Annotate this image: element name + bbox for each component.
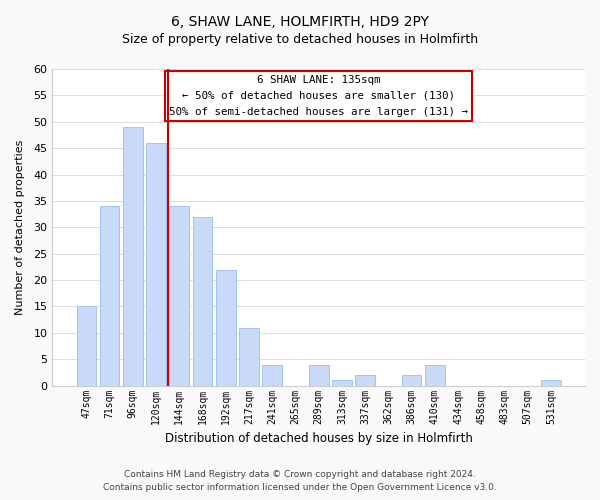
Y-axis label: Number of detached properties: Number of detached properties bbox=[15, 140, 25, 315]
Bar bbox=[262, 364, 282, 386]
Bar bbox=[146, 143, 166, 386]
Bar bbox=[123, 127, 143, 386]
Text: Contains HM Land Registry data © Crown copyright and database right 2024.
Contai: Contains HM Land Registry data © Crown c… bbox=[103, 470, 497, 492]
Bar bbox=[425, 364, 445, 386]
Bar bbox=[239, 328, 259, 386]
Bar bbox=[216, 270, 236, 386]
Bar bbox=[193, 217, 212, 386]
Bar bbox=[77, 306, 96, 386]
Text: 6 SHAW LANE: 135sqm
← 50% of detached houses are smaller (130)
50% of semi-detac: 6 SHAW LANE: 135sqm ← 50% of detached ho… bbox=[169, 76, 468, 116]
Text: 6, SHAW LANE, HOLMFIRTH, HD9 2PY: 6, SHAW LANE, HOLMFIRTH, HD9 2PY bbox=[171, 15, 429, 29]
Bar bbox=[309, 364, 329, 386]
Bar bbox=[332, 380, 352, 386]
Text: Size of property relative to detached houses in Holmfirth: Size of property relative to detached ho… bbox=[122, 32, 478, 46]
Bar bbox=[401, 375, 421, 386]
X-axis label: Distribution of detached houses by size in Holmfirth: Distribution of detached houses by size … bbox=[165, 432, 473, 445]
Bar bbox=[100, 206, 119, 386]
Bar bbox=[355, 375, 375, 386]
Bar bbox=[541, 380, 561, 386]
Bar bbox=[169, 206, 189, 386]
